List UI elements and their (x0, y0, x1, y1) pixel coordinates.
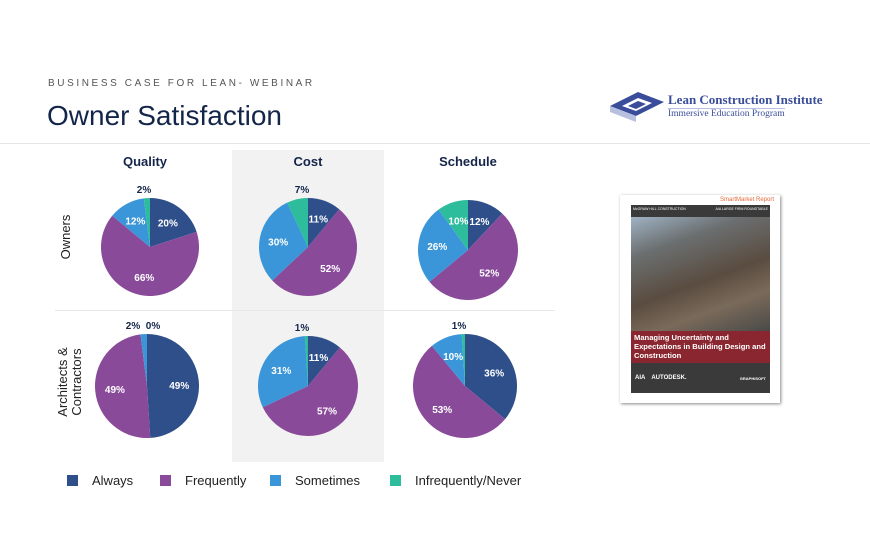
legend-label: Frequently (185, 473, 247, 488)
pie-slice-always (308, 198, 340, 247)
pie-data-label: 52% (479, 269, 499, 280)
legend-swatch (270, 475, 281, 486)
column-header-quality: Quality (122, 154, 168, 169)
legend-item-infrequently-never: Infrequently/Never (390, 473, 521, 488)
sponsor-aia: AIA (635, 375, 646, 381)
slide-title: Owner Satisfaction (47, 100, 282, 131)
pie-data-label: 20% (158, 218, 178, 229)
pie-data-label: 11% (309, 353, 329, 364)
pie-data-label: 10% (448, 217, 468, 228)
legend-item-always: Always (67, 473, 133, 488)
lci-logo-icon (610, 92, 664, 122)
pie-slice-always (150, 198, 197, 247)
pie-data-label: 0% (146, 321, 161, 332)
pie-slice-always (468, 200, 503, 250)
legend-item-frequently: Frequently (160, 473, 246, 488)
pie-data-label: 2% (126, 321, 141, 332)
sponsor-graphisoft: GRAPHISOFT (739, 375, 766, 381)
pie-slice-sometimes (258, 336, 308, 408)
pie-data-label: 30% (268, 237, 288, 248)
pie-slice-frequently (94, 334, 151, 439)
report-title: Managing Uncertainty and Expectations in… (631, 331, 770, 363)
pie-data-label: 57% (317, 406, 337, 417)
pie-data-label: 1% (452, 321, 467, 332)
row-divider (55, 310, 555, 311)
pie-slice-infrequently-never (143, 198, 150, 247)
pie-slice-infrequently-never (438, 200, 468, 250)
report-cover: SmartMarket Report McGRAW HILL CONSTRUCT… (620, 195, 780, 403)
pie-data-label: 49% (169, 381, 189, 392)
pie-data-label: 1% (295, 323, 310, 334)
pie-slice-frequently (100, 215, 199, 296)
pie-data-label: 7% (295, 185, 310, 196)
pie-slice-sometimes (140, 334, 147, 386)
sponsor-autodesk: AUTODESK. (651, 375, 687, 381)
pie-slice-frequently (429, 213, 518, 300)
legend-label: Infrequently/Never (415, 473, 522, 488)
report-publisher: McGRAW HILL CONSTRUCTION (633, 207, 686, 211)
report-brand: SmartMarket Report (719, 197, 774, 203)
pie-slice-infrequently-never (287, 198, 308, 247)
pie-slice-sometimes (259, 202, 308, 281)
pie-slice-frequently (262, 347, 358, 437)
pie-data-label: 66% (134, 273, 154, 284)
pie-slice-always (465, 334, 517, 420)
logo-subtitle: Immersive Education Program (668, 108, 785, 119)
column-header-schedule: Schedule (439, 154, 497, 169)
slide-kicker: BUSINESS CASE FOR LEAN- WEBINAR (48, 78, 315, 89)
logo-name: Lean Construction Institute (668, 92, 823, 107)
header-divider (0, 143, 870, 144)
pie-slice-sometimes (431, 334, 465, 386)
legend-item-sometimes: Sometimes (270, 473, 360, 488)
pie-slice-sometimes (112, 198, 150, 247)
lci-logo: Lean Construction Institute Immersive Ed… (608, 86, 828, 126)
legend-label: Sometimes (295, 473, 361, 488)
pie-data-label: 11% (309, 214, 329, 225)
legend-swatch (67, 475, 78, 486)
pie-data-label: 53% (432, 405, 452, 416)
report-cover-photo (631, 217, 770, 331)
pie-data-label: 10% (443, 352, 463, 363)
pie-data-label: 26% (427, 242, 447, 253)
legend-label: Always (92, 473, 134, 488)
pie-slice-frequently (412, 345, 506, 439)
pie-slice-always (308, 336, 340, 386)
legend-swatch (390, 475, 401, 486)
pie-data-label: 12% (469, 217, 489, 228)
report-partner: AIA LARGE FIRM ROUNDTABLE (715, 207, 768, 211)
pie-data-label: 36% (484, 368, 504, 379)
pie-slice-sometimes (418, 209, 468, 282)
pie-data-label: 12% (125, 216, 145, 227)
column-header-cost: Cost (293, 154, 323, 169)
pie-data-label: 52% (320, 264, 340, 275)
legend-swatch (160, 475, 171, 486)
pie-slice-frequently (272, 209, 358, 297)
pie-data-label: 49% (105, 385, 125, 396)
pie-slice-infrequently-never (461, 334, 465, 386)
pie-data-label: 2% (137, 185, 152, 196)
pie-slice-infrequently-never (304, 336, 308, 386)
pie-slice-always (147, 334, 200, 438)
pie-data-label: 31% (271, 366, 291, 377)
